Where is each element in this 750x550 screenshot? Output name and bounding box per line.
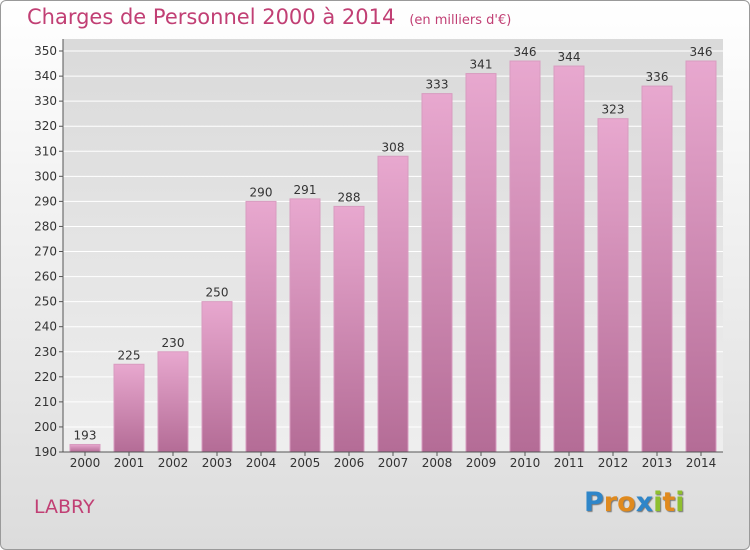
x-tick-label-2008: 2008: [422, 456, 453, 470]
value-label-2005: 291: [294, 183, 317, 197]
y-tick-label: 270: [34, 245, 57, 259]
value-label-2009: 341: [470, 58, 493, 72]
x-tick-label-2010: 2010: [510, 456, 541, 470]
value-label-2013: 336: [646, 70, 669, 84]
bar-2012: [597, 118, 629, 453]
commune-name: LABRY: [34, 496, 95, 518]
x-axis: 2000 2001 2002 2003 2004 2005 2006 2007 2008 2009…: [63, 451, 723, 470]
bar-2006: [333, 205, 365, 453]
value-label-2011: 344: [558, 50, 581, 64]
bar-2010: [509, 60, 541, 453]
logo-letter: i: [675, 487, 685, 518]
x-tick-label-2011: 2011: [554, 456, 585, 470]
value-label-2001: 225: [118, 348, 141, 362]
y-tick-label: 260: [34, 270, 57, 284]
bar-2002: [157, 351, 189, 453]
logo-letter: t: [662, 487, 676, 518]
y-tick-label: 200: [34, 420, 57, 434]
y-tick-label: 250: [34, 295, 57, 309]
y-tick-label: 300: [34, 169, 57, 183]
bars: [69, 60, 717, 453]
x-tick-label-2004: 2004: [246, 456, 277, 470]
y-axis: 190 200 210 220 230 240 250 260 270 280 290 300 310 3…: [34, 39, 64, 459]
value-label-2003: 250: [206, 286, 229, 300]
x-tick-label-2006: 2006: [334, 456, 365, 470]
bar-2004: [245, 200, 277, 453]
value-label-2000: 193: [74, 428, 97, 442]
x-tick-label-2007: 2007: [378, 456, 409, 470]
y-tick-label: 290: [34, 194, 57, 208]
x-tick-label-2000: 2000: [70, 456, 101, 470]
x-tick-label-2002: 2002: [158, 456, 189, 470]
y-tick-label: 230: [34, 345, 57, 359]
logo-letter: o: [617, 487, 636, 518]
logo-letter: i: [653, 487, 663, 518]
bar-2005: [289, 198, 321, 453]
chart-title-text: Charges de Personnel 2000 à 2014: [27, 5, 396, 29]
bar-2007: [377, 155, 409, 453]
y-tick-label: 280: [34, 219, 57, 233]
bar-2008: [421, 93, 453, 453]
bar-2009: [465, 73, 497, 453]
value-label-2008: 333: [426, 78, 449, 92]
y-tick-label: 190: [34, 445, 57, 459]
value-label-2004: 290: [250, 185, 273, 199]
y-tick-label: 350: [34, 44, 57, 58]
bar-2000: [69, 443, 101, 453]
y-tick-label: 220: [34, 370, 57, 384]
y-tick-label: 320: [34, 119, 57, 133]
proxiti-logo: Proxiti: [584, 487, 685, 518]
x-tick-label-2009: 2009: [466, 456, 497, 470]
y-tick-label: 310: [34, 144, 57, 158]
bar-2011: [553, 65, 585, 453]
chart-subtitle: (en milliers d'€): [409, 13, 512, 28]
chart-title: Charges de Personnel 2000 à 2014 (en mill…: [27, 5, 511, 29]
logo-letter: P: [584, 487, 604, 518]
y-tick-label: 240: [34, 320, 57, 334]
value-label-2002: 230: [162, 336, 185, 350]
x-tick-label-2003: 2003: [202, 456, 233, 470]
logo-letter: x: [635, 487, 654, 518]
value-label-2014: 346: [690, 45, 713, 59]
bar-2001: [113, 363, 145, 453]
value-label-2010: 346: [514, 45, 537, 59]
x-tick-label-2012: 2012: [598, 456, 629, 470]
value-label-2006: 288: [338, 190, 361, 204]
bar-2014: [685, 60, 717, 453]
y-tick-label: 210: [34, 395, 57, 409]
x-tick-label-2005: 2005: [290, 456, 321, 470]
bar-2003: [201, 301, 233, 453]
value-label-2007: 308: [382, 140, 405, 154]
x-tick-label-2014: 2014: [686, 456, 717, 470]
bar-2013: [641, 85, 673, 453]
y-tick-label: 340: [34, 69, 57, 83]
x-tick-label-2001: 2001: [114, 456, 145, 470]
x-tick-label-2013: 2013: [642, 456, 673, 470]
value-labels: 193 225 230 250 290 291 288 308 333 341 346 344 323 3…: [74, 45, 713, 442]
y-tick-label: 330: [34, 94, 57, 108]
logo-letter: r: [603, 487, 618, 518]
value-label-2012: 323: [602, 103, 625, 117]
